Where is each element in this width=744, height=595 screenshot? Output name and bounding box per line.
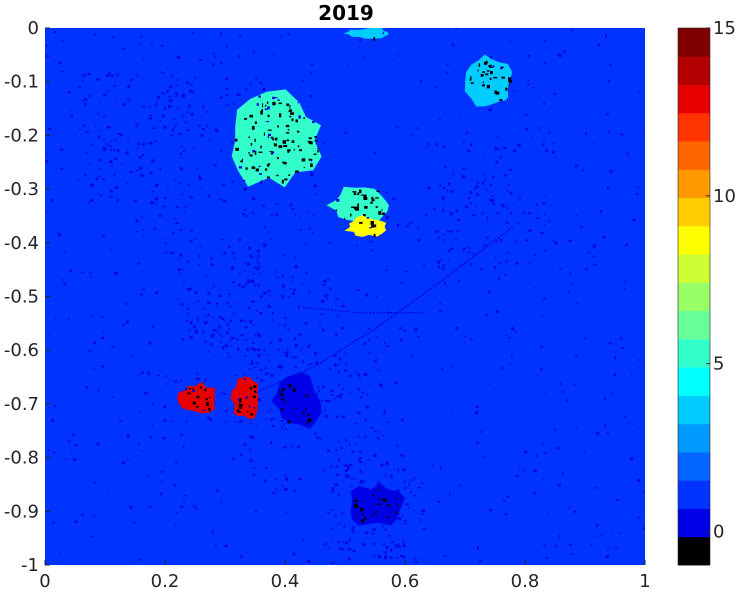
chart-title: 2019: [318, 1, 374, 25]
x-axis: 0 0.2 0.4 0.6 0.8 1: [39, 560, 651, 592]
colorbar-bin: [678, 254, 710, 283]
zero-value-speckles: [45, 28, 645, 565]
colorbar-bin: [678, 225, 710, 255]
y-tick-label: -0.8: [4, 448, 39, 469]
y-tick-label: -0.6: [4, 340, 39, 361]
colorbar-bin: [678, 451, 710, 481]
x-tick-label: 0.2: [151, 571, 180, 592]
x-tick-label: 0.6: [391, 571, 420, 592]
y-tick-label: -0.9: [4, 501, 39, 522]
colorbar-bin: [678, 28, 710, 57]
colorbar: 0 5 10 15: [677, 18, 736, 566]
heatmap-background: [45, 28, 645, 565]
plot-area: [45, 28, 645, 565]
colorbar-bin: [678, 112, 710, 142]
colorbar-frame: [677, 27, 711, 566]
colorbar-bin: [678, 56, 710, 86]
colorbar-bin: [678, 282, 710, 312]
colorbar-tick-label: 0: [713, 521, 724, 542]
colorbar-bin: [678, 338, 710, 368]
colorbar-tick-label: 5: [713, 354, 724, 375]
heatmap-region-light-blue-patch-top: [343, 28, 389, 41]
y-tick-label: 0: [28, 18, 39, 39]
y-tick-label: -0.2: [4, 125, 39, 146]
colorbar-bin: [678, 197, 710, 227]
y-tick-label: -0.1: [4, 72, 39, 93]
colorbar-bin: [678, 395, 710, 425]
heatmap-region-cyan-cluster-mid: [326, 186, 389, 226]
colorbar-bin: [678, 536, 710, 566]
colorbar-bin: [678, 141, 710, 170]
colorbar-bin: [678, 310, 710, 340]
colorbar-tick-label: 15: [713, 18, 736, 39]
heatmap-region-yellow-patch: [344, 215, 387, 237]
x-tick-label: 1: [639, 571, 650, 592]
colorbar-bin: [678, 480, 710, 509]
colorbar-bin: [678, 367, 710, 396]
y-axis: 0 -0.1 -0.2 -0.3 -0.4 -0.5 -0.6 -0.7 -0.8 -0.9 -1: [4, 18, 50, 576]
y-tick-label: -1: [21, 555, 39, 576]
y-tick-label: -0.4: [4, 233, 39, 254]
heatmap-region-cyan-cluster-upper-left: [231, 89, 322, 188]
y-tick-label: -0.3: [4, 179, 39, 200]
colorbar-bin: [678, 84, 710, 114]
colorbar-bin: [678, 423, 710, 453]
x-tick-label: 0.8: [511, 571, 540, 592]
x-tick-label: 0.4: [271, 571, 300, 592]
y-tick-label: -0.5: [4, 287, 39, 308]
y-tick-label: -0.7: [4, 394, 39, 415]
colorbar-tick-label: 10: [713, 186, 736, 207]
colorbar-bin: [678, 508, 710, 538]
heatmap-regions: [177, 28, 513, 526]
colorbar-bin: [678, 169, 710, 199]
x-tick-label: 0: [39, 571, 50, 592]
heatmap-region-red-patch-right: [230, 376, 259, 419]
